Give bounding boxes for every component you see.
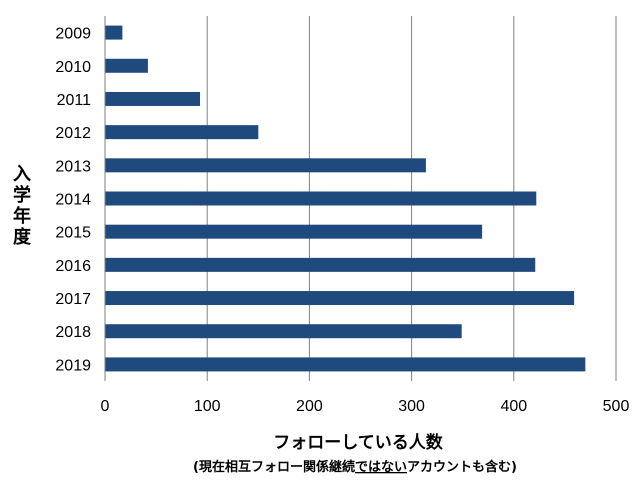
x-tick-label-0: 0: [101, 398, 110, 415]
x-axis-label: フォローしている人数: [273, 432, 443, 453]
bar-2009: [105, 25, 123, 40]
x-tick-label-200: 200: [296, 398, 323, 415]
x-tick-label-500: 500: [603, 398, 630, 415]
bar-2018: [105, 324, 462, 339]
x-tick-label-100: 100: [194, 398, 221, 415]
bar-2016: [105, 257, 536, 272]
bar-2015: [105, 224, 483, 239]
y-tick-label-2014: 2014: [55, 192, 91, 209]
y-axis-label-char-3: 年: [13, 205, 31, 227]
y-axis-label-char-2: 学: [13, 184, 31, 206]
y-tick-label-2015: 2015: [55, 225, 91, 242]
bar-2019: [105, 357, 586, 372]
y-tick-label-2010: 2010: [55, 59, 91, 76]
x-tick-label-300: 300: [398, 398, 425, 415]
y-tick-label-2017: 2017: [55, 291, 91, 308]
y-axis-label-char-1: 入: [13, 164, 31, 185]
x-axis-sublabel-after: アカウントも含む): [407, 459, 517, 475]
y-tick-label-2009: 2009: [55, 26, 91, 43]
bar-2012: [105, 125, 259, 140]
bar-2017: [105, 291, 575, 306]
x-axis-sublabel-before: (現在相互フォロー関係継続: [193, 459, 355, 475]
x-axis-sublabel-underlined: ではない: [355, 460, 407, 475]
y-tick-label-2019: 2019: [55, 357, 91, 374]
x-axis-sublabel: (現在相互フォロー関係継続ではないアカウントも含む): [193, 459, 517, 475]
y-tick-label-2012: 2012: [55, 125, 91, 142]
x-tick-labels: 0 100 200 300 400 500: [101, 398, 630, 415]
y-axis-label-char-4: 度: [13, 226, 32, 248]
bars: [105, 25, 586, 372]
bar-2014: [105, 191, 537, 206]
x-tick-label-400: 400: [500, 398, 527, 415]
bar-2010: [105, 58, 148, 73]
y-tick-label-2016: 2016: [55, 258, 91, 275]
y-tick-label-2018: 2018: [55, 324, 91, 341]
bar-2011: [105, 91, 201, 106]
bar-2013: [105, 158, 426, 173]
y-tick-labels: 2009 2010 2011 2012 2013 2014 2015 2016 2017 2018…: [55, 26, 91, 375]
y-tick-label-2011: 2011: [57, 92, 92, 109]
y-tick-label-2013: 2013: [55, 158, 91, 175]
